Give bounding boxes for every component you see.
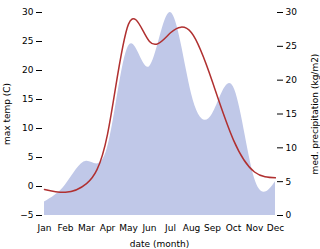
svg-text:0: 0 <box>286 210 292 220</box>
svg-text:med. precipitation (kg/m2): med. precipitation (kg/m2) <box>310 54 320 175</box>
svg-text:5: 5 <box>28 152 34 162</box>
svg-text:date (month): date (month) <box>130 239 189 249</box>
svg-text:5: 5 <box>286 177 292 187</box>
svg-text:Nov: Nov <box>246 223 264 233</box>
svg-text:−5: −5 <box>20 210 33 220</box>
svg-text:May: May <box>119 223 138 233</box>
svg-text:20: 20 <box>22 65 34 75</box>
svg-text:10: 10 <box>286 143 298 153</box>
svg-text:Jun: Jun <box>141 223 156 233</box>
svg-text:30: 30 <box>286 7 298 17</box>
svg-text:Feb: Feb <box>58 223 74 233</box>
svg-text:Oct: Oct <box>226 223 242 233</box>
svg-text:20: 20 <box>286 75 298 85</box>
svg-text:0: 0 <box>28 181 34 191</box>
svg-text:10: 10 <box>22 123 34 133</box>
svg-text:Dec: Dec <box>267 223 284 233</box>
svg-text:Mar: Mar <box>78 223 95 233</box>
svg-text:15: 15 <box>22 94 33 104</box>
svg-text:Jul: Jul <box>164 223 176 233</box>
svg-text:25: 25 <box>22 36 33 46</box>
svg-text:15: 15 <box>286 109 297 119</box>
svg-text:Aug: Aug <box>183 223 201 233</box>
svg-text:Apr: Apr <box>100 223 116 233</box>
svg-text:Sep: Sep <box>204 223 221 233</box>
svg-text:30: 30 <box>22 7 34 17</box>
svg-text:max temp (C): max temp (C) <box>2 83 12 145</box>
svg-text:25: 25 <box>286 41 297 51</box>
svg-text:Jan: Jan <box>37 223 52 233</box>
